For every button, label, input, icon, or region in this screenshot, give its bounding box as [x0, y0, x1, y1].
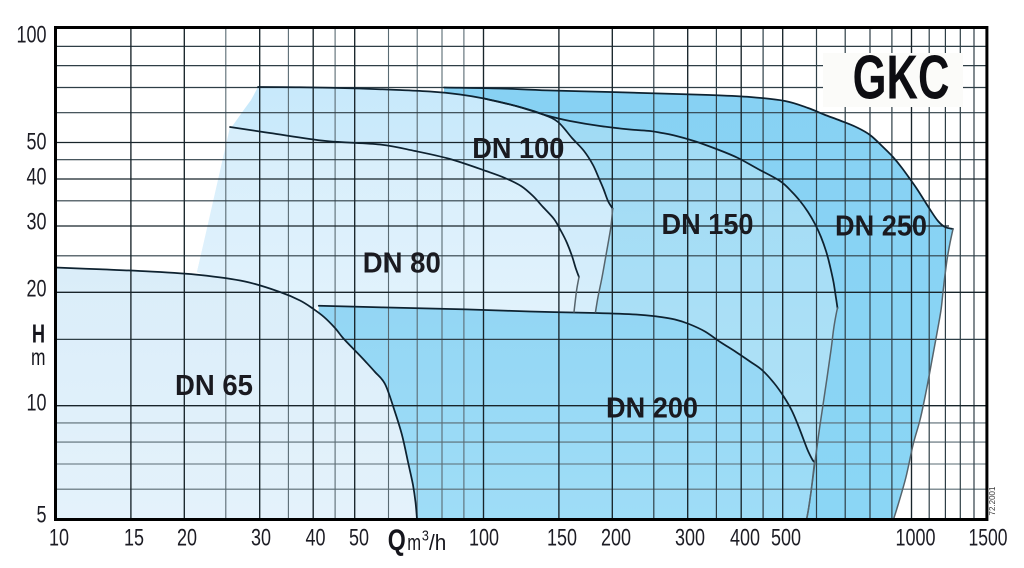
- svg-text:H: H: [32, 319, 45, 349]
- svg-text:500: 500: [771, 525, 801, 552]
- svg-text:30: 30: [251, 525, 271, 552]
- svg-text:1500: 1500: [969, 525, 1008, 552]
- svg-text:300: 300: [675, 525, 705, 552]
- svg-text:50: 50: [27, 128, 47, 155]
- svg-text:10: 10: [49, 525, 69, 552]
- svg-text:1000: 1000: [896, 525, 936, 552]
- svg-text:20: 20: [177, 525, 197, 552]
- svg-text:5: 5: [37, 501, 47, 528]
- svg-text:DN 250: DN 250: [835, 210, 927, 242]
- svg-text:20: 20: [27, 275, 47, 302]
- svg-text:/h: /h: [429, 530, 446, 555]
- svg-text:100: 100: [17, 21, 47, 48]
- svg-text:400: 400: [730, 525, 760, 552]
- svg-text:DN 200: DN 200: [606, 392, 698, 424]
- svg-text:DN 100: DN 100: [472, 133, 564, 165]
- svg-text:GKC: GKC: [853, 43, 950, 112]
- svg-text:50: 50: [349, 525, 369, 552]
- svg-text:Q: Q: [388, 524, 406, 557]
- svg-text:10: 10: [27, 389, 47, 416]
- svg-text:150: 150: [547, 525, 577, 552]
- svg-text:3: 3: [422, 528, 429, 545]
- svg-text:m: m: [407, 530, 421, 555]
- svg-text:30: 30: [27, 208, 47, 235]
- svg-text:40: 40: [306, 525, 326, 552]
- svg-text:100: 100: [469, 525, 499, 552]
- svg-text:40: 40: [27, 163, 47, 190]
- svg-text:DN 80: DN 80: [363, 247, 441, 279]
- svg-text:DN 150: DN 150: [662, 209, 754, 241]
- svg-text:72.2001: 72.2001: [988, 486, 997, 515]
- svg-text:200: 200: [601, 525, 631, 552]
- svg-text:m: m: [31, 344, 46, 370]
- svg-text:DN 65: DN 65: [175, 370, 253, 402]
- svg-text:15: 15: [124, 525, 144, 552]
